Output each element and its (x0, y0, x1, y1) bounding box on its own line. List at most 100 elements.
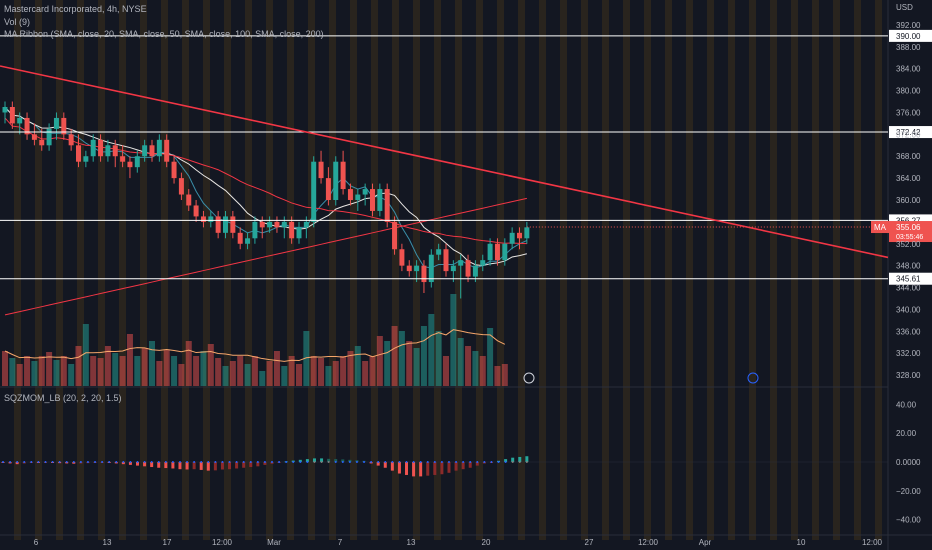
momentum-bar (128, 462, 132, 465)
volume-bar (259, 371, 266, 386)
candle-body (399, 249, 405, 266)
time-tick-label: 6 (34, 538, 39, 547)
momentum-bar (136, 462, 140, 466)
volume-bar (215, 358, 222, 386)
squeeze-dot (398, 461, 401, 463)
momentum-bar (121, 462, 125, 465)
squeeze-dot (86, 461, 89, 463)
squeeze-dot (186, 461, 189, 463)
momentum-bar (454, 462, 458, 471)
momentum-bar (390, 462, 394, 471)
price-tick-label: 388.00 (896, 43, 921, 52)
price-tick-label: 344.00 (896, 284, 921, 293)
squeeze-dot (433, 461, 436, 463)
volume-bar (376, 336, 383, 386)
volume-bar (288, 356, 295, 386)
time-tick-label: 27 (585, 538, 594, 547)
volume-bar (149, 341, 155, 386)
session-band (350, 0, 357, 540)
candle-body (230, 216, 236, 233)
momentum-bar (320, 458, 324, 462)
volume-bar (222, 366, 229, 386)
time-tick-label: 17 (163, 538, 172, 547)
candle-body (472, 265, 478, 277)
time-tick-label: 20 (482, 538, 491, 547)
candle-body (443, 249, 449, 272)
squeeze-dot (242, 461, 245, 463)
squeeze-dot (348, 461, 351, 463)
session-band (644, 0, 651, 540)
time-tick-label: 12:00 (638, 538, 659, 547)
momentum-bar (383, 462, 387, 468)
squeeze-dot (164, 461, 167, 463)
candle-body (428, 254, 434, 283)
volume-bar (310, 356, 317, 386)
candle-body (311, 161, 317, 222)
volume-bar (347, 351, 354, 386)
volume-bar (104, 346, 111, 386)
squeeze-dot (278, 461, 281, 463)
candle-body (31, 134, 37, 140)
squeeze-dot (405, 461, 408, 463)
candle-body (325, 178, 331, 200)
line-price-label-box (889, 29, 932, 42)
session-band (770, 0, 777, 540)
momentum-bar (213, 462, 217, 471)
momentum-bar (440, 462, 444, 475)
momentum-bar (256, 462, 260, 467)
candle-body (68, 134, 74, 146)
squeeze-dot (235, 461, 238, 463)
price-tick-label: 360.00 (896, 196, 921, 205)
time-tick-label: Apr (699, 538, 712, 547)
price-tick-label: 340.00 (896, 305, 921, 314)
momentum-bar (185, 462, 189, 470)
candle-body (303, 221, 309, 228)
volume-ma-line (4, 329, 506, 362)
volume-bar (38, 356, 45, 386)
volume-bar (362, 361, 369, 386)
volume-bar (178, 364, 185, 386)
volume-bar (457, 338, 464, 386)
session-band (371, 0, 378, 540)
volume-bar (251, 356, 258, 386)
volume-bar (193, 356, 200, 386)
volume-bar (479, 356, 486, 386)
candle-body (509, 232, 515, 244)
squeeze-dot (292, 461, 295, 463)
squeeze-dot (37, 461, 40, 463)
squeeze-dot (306, 461, 309, 463)
momentum-bar (15, 462, 19, 465)
trendline (0, 65, 889, 259)
candle-body (134, 156, 140, 168)
momentum-bar (525, 456, 529, 462)
currency-label: USD (896, 3, 913, 12)
momentum-bar (327, 458, 331, 462)
squeeze-dot (256, 461, 259, 463)
momentum-bar (511, 457, 515, 462)
price-tick-label: 336.00 (896, 327, 921, 336)
candle-body (296, 227, 302, 239)
squeeze-dot (285, 461, 288, 463)
candle-body (9, 107, 15, 124)
momentum-bar (192, 462, 196, 470)
momentum-bar (249, 462, 253, 468)
volume-bar (332, 361, 339, 386)
volume-bar (318, 358, 325, 386)
squeeze-dot (136, 461, 139, 463)
squeeze-dot (462, 461, 465, 463)
squeeze-dot (193, 461, 196, 463)
squeeze-dot (469, 461, 472, 463)
price-tick-label: 328.00 (896, 371, 921, 380)
momentum-bar (426, 462, 430, 476)
time-tick-label: 12:00 (862, 538, 883, 547)
candle-body (127, 161, 133, 168)
session-band (581, 0, 588, 540)
session-band (455, 0, 462, 540)
candle-body (318, 161, 324, 179)
volume-bar (296, 364, 302, 386)
price-tick-label: 392.00 (896, 21, 921, 30)
session-band (35, 0, 42, 540)
squeeze-dot (207, 461, 210, 463)
candle-body (494, 243, 500, 261)
